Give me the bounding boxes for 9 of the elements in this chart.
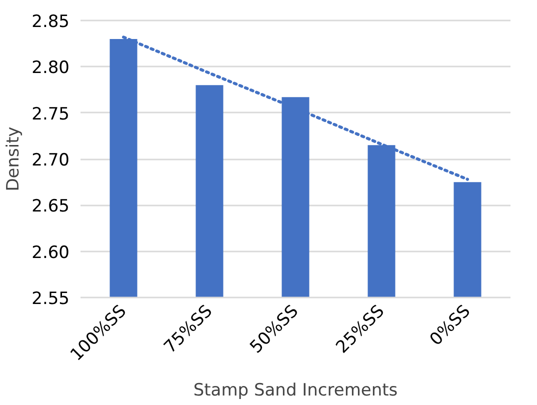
- y-tick-label: 2.85: [32, 12, 70, 32]
- y-tick-label: 2.80: [32, 58, 70, 78]
- y-tick-label: 2.65: [32, 196, 70, 217]
- y-tick-label: 2.75: [32, 104, 70, 124]
- x-axis-title: Stamp Sand Increments: [193, 380, 398, 400]
- y-tick-label: 2.60: [32, 242, 70, 263]
- y-tick-label: 2.70: [32, 150, 70, 170]
- y-axis-title: Density: [4, 126, 24, 192]
- y-tick-label: 2.55: [32, 289, 70, 309]
